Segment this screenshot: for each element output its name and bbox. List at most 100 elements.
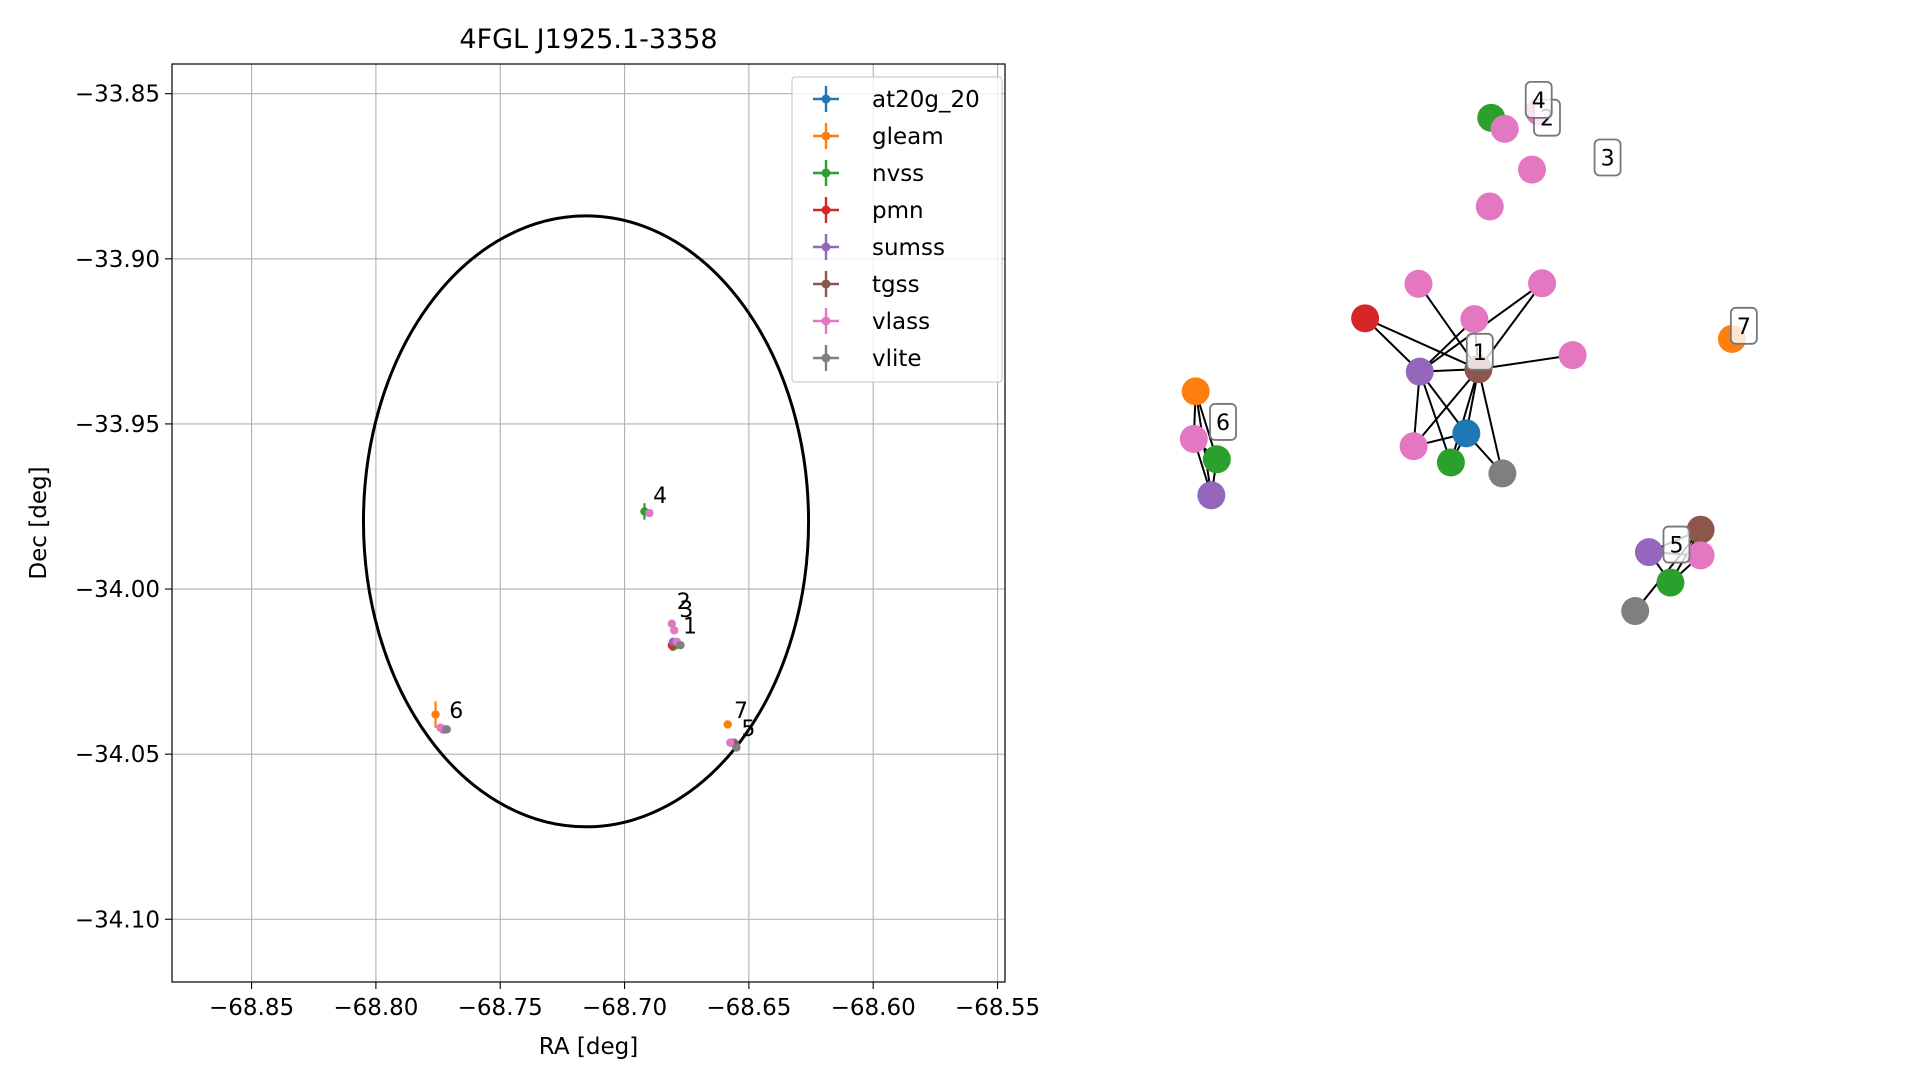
- x-tick-label: −68.75: [458, 995, 543, 1021]
- network-node-vlass: [1179, 424, 1208, 453]
- legend-entry-nvss: nvss: [813, 160, 924, 187]
- network-node-vlass: [1528, 269, 1557, 298]
- source-annotations: 4 231 6 75: [449, 484, 755, 742]
- network-edge: [1412, 368, 1480, 447]
- network-node-vlass: [1399, 432, 1428, 461]
- network-edge: [1477, 368, 1504, 474]
- data-point-gleam: [431, 701, 440, 728]
- legend-entry-vlite: vlite: [813, 345, 922, 372]
- y-tick-label: −34.10: [75, 907, 160, 933]
- y-tick-label: −34.00: [75, 577, 160, 603]
- source-annotation: 5: [741, 717, 755, 742]
- legend-entry-sumss: sumss: [813, 234, 945, 261]
- data-point-vlite: [676, 640, 685, 650]
- network-node-vlass: [1404, 269, 1433, 298]
- network-label: 1: [1465, 332, 1494, 371]
- data-point-gleam: [723, 720, 732, 729]
- x-tick-label: −68.55: [955, 995, 1040, 1021]
- data-point-vlass: [726, 738, 735, 747]
- source-annotation: 6: [449, 699, 463, 724]
- legend-entry-vlass: vlass: [813, 308, 930, 335]
- network-edge: [1364, 317, 1479, 371]
- network-label-box: [1524, 80, 1553, 119]
- y-tick-label: −33.95: [75, 412, 160, 438]
- network-label-text: 5: [1669, 534, 1683, 559]
- legend-entry-gleam: gleam: [813, 123, 944, 150]
- network-label: 4: [1524, 80, 1553, 119]
- network-label-box: [1593, 138, 1622, 177]
- source-annotation: 2: [677, 590, 691, 615]
- data-point-vlass: [670, 626, 679, 635]
- network-node-at20g_20: [1452, 419, 1481, 448]
- legend-label: nvss: [872, 161, 924, 187]
- network-label-text: 4: [1532, 89, 1546, 114]
- legend-label: at20g_20: [872, 87, 980, 113]
- legend-label: gleam: [872, 124, 944, 150]
- network-edge: [1418, 371, 1452, 463]
- network-node-vlass: [1517, 155, 1546, 184]
- x-tick-label: −68.85: [209, 995, 294, 1021]
- network-node-sumss: [1634, 538, 1663, 567]
- legend-entry-pmn: pmn: [813, 197, 924, 224]
- network-label-box: [1662, 525, 1691, 564]
- network-label-text: 7: [1737, 315, 1751, 340]
- network-node-gleam: [1181, 377, 1210, 406]
- data-point-vlite: [442, 725, 451, 734]
- network-node-sumss: [1197, 481, 1226, 510]
- network-node-nvss: [1436, 448, 1465, 477]
- legend-entry-tgss: tgss: [813, 271, 920, 298]
- x-tick-label: −68.65: [706, 995, 791, 1021]
- legend-label: pmn: [872, 198, 924, 224]
- legend-label: sumss: [872, 235, 945, 261]
- network-node-vlass: [1558, 341, 1587, 370]
- network-node-tgss: [1686, 515, 1715, 544]
- network-label: 3: [1593, 138, 1622, 177]
- chart-title: 4FGL J1925.1-3358: [459, 24, 717, 55]
- network-node-nvss: [1202, 445, 1231, 474]
- source-annotation: 7: [734, 699, 748, 724]
- network-label-text: 1: [1473, 341, 1487, 366]
- y-axis-ticks: −33.85 −33.90 −33.95 −34.00 −34.05 −34.10: [75, 82, 172, 933]
- data-point-nvss: [640, 503, 649, 520]
- x-tick-label: −68.60: [831, 995, 916, 1021]
- legend-label: vlite: [872, 346, 922, 372]
- network-node-vlite: [1621, 597, 1650, 626]
- network-node-vlass: [1475, 192, 1504, 221]
- network-label: 6: [1209, 403, 1237, 441]
- x-axis-label: RA [deg]: [539, 1034, 638, 1060]
- source-annotation: 4: [653, 484, 667, 509]
- network-label-box: [1729, 306, 1758, 345]
- legend-box: [791, 76, 1003, 383]
- x-axis-ticks: −68.85 −68.80 −68.75 −68.70 −68.65 −68.60 −68.…: [209, 982, 1040, 1021]
- localization-ellipse-outline: [361, 214, 811, 829]
- network-label: 5: [1662, 525, 1691, 564]
- network-label: 7: [1729, 306, 1758, 345]
- legend-label: vlass: [872, 309, 930, 335]
- source-annotation: 1: [683, 615, 697, 640]
- grid-lines: [172, 64, 1005, 982]
- network-edge: [1478, 354, 1573, 371]
- network-node-vlass: [1490, 114, 1519, 143]
- network-label-text: 3: [1601, 147, 1615, 172]
- data-point-vlass: [667, 619, 676, 628]
- network-node-vlass: [1686, 541, 1715, 570]
- network-label-box: [1465, 332, 1494, 371]
- legend-entry-at20g_20: at20g_20: [813, 86, 980, 113]
- network-node-sumss: [1405, 357, 1434, 386]
- y-tick-label: −33.90: [75, 247, 160, 273]
- network-node-vlass: [1460, 305, 1489, 334]
- x-tick-label: −68.70: [582, 995, 667, 1021]
- y-tick-label: −33.85: [75, 82, 160, 108]
- network-node-vlite: [1488, 459, 1517, 488]
- legend-label: tgss: [872, 272, 920, 298]
- x-tick-label: −68.80: [333, 995, 418, 1021]
- source-annotation: 3: [679, 598, 693, 623]
- plot-frame: [171, 63, 1006, 983]
- network-label-text: 6: [1216, 411, 1230, 436]
- network-edge: [1449, 368, 1480, 463]
